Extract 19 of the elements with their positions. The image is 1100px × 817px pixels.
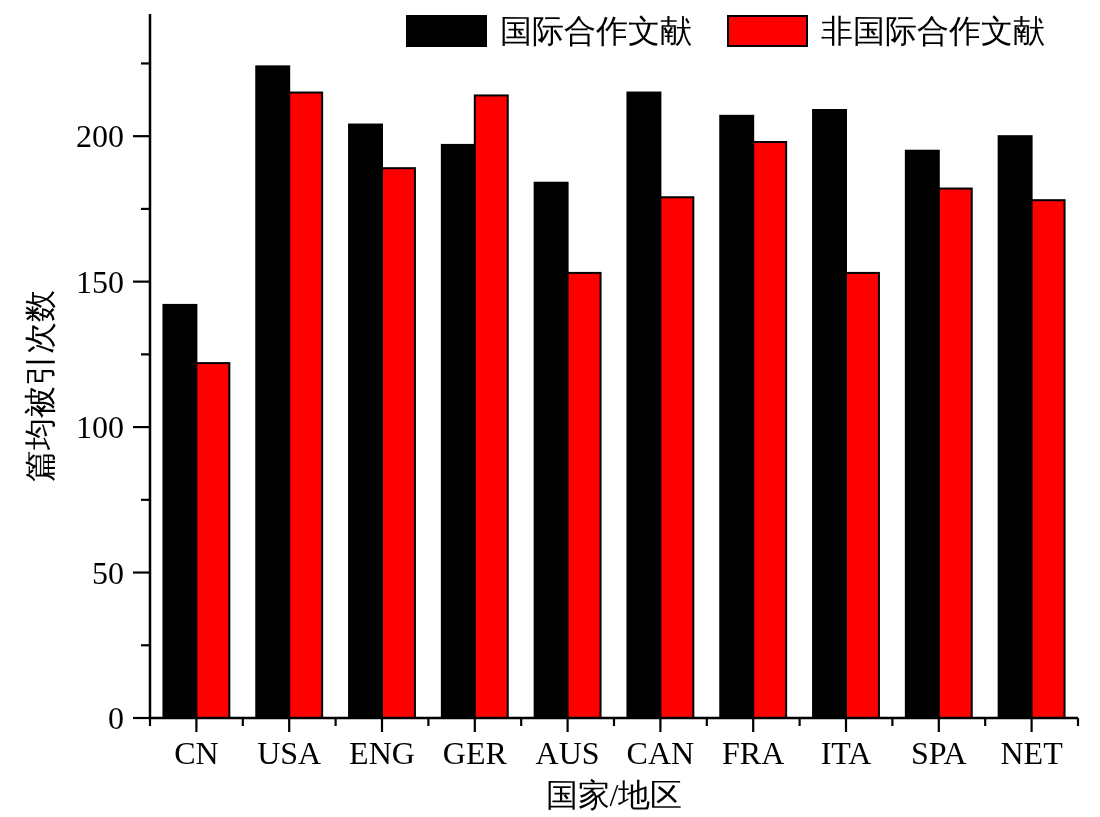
x-tick-label: GER [442,735,508,771]
x-tick-label: CAN [626,735,695,771]
legend-label: 国际合作文献 [500,13,692,49]
x-tick-label: ITA [820,735,872,771]
x-tick-label: SPA [910,735,967,771]
y-tick-label: 150 [76,263,124,300]
x-tick-label: NET [1000,735,1064,771]
legend-label: 非国际合作文献 [821,13,1045,49]
y-tick-label: 0 [108,700,124,736]
y-tick-label: 200 [76,118,124,155]
y-axis-title: 篇均被引次数 [22,290,58,482]
y-tick-label: 50 [92,554,124,591]
x-tick-label: USA [257,735,322,771]
x-tick-label: ENG [349,735,415,771]
y-tick-label: 100 [76,409,124,446]
x-tick-label: CN [174,735,219,771]
x-axis-title: 国家/地区 [545,777,683,813]
x-tick-label: AUS [535,735,600,771]
x-tick-label: FRA [722,735,785,771]
